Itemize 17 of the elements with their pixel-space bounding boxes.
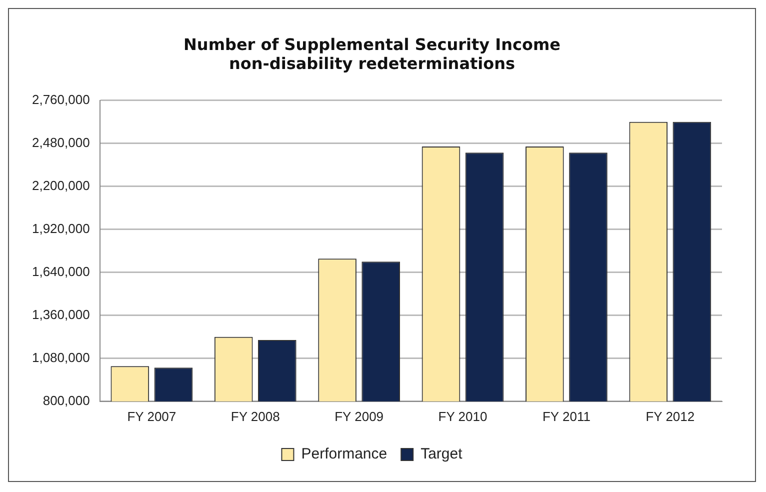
chart-title: Number of Supplemental Security Income non-disability redeterminations <box>184 34 561 73</box>
x-tick-label: FY 2012 <box>646 408 695 424</box>
y-tick-label: 800,000 <box>42 392 90 408</box>
y-tick-label: 1,920,000 <box>32 220 90 236</box>
x-tick-label: FY 2008 <box>230 408 280 424</box>
legend-label: Target <box>420 446 464 463</box>
y-tick-label: 1,640,000 <box>32 264 90 279</box>
x-tick-label: FY 2011 <box>542 408 590 424</box>
y-tick-label: 2,480,000 <box>32 134 90 150</box>
y-tick-label: 2,760,000 <box>32 92 90 107</box>
x-tick-label: FY 2007 <box>127 408 176 424</box>
x-tick-label: FY 2010 <box>438 408 488 424</box>
y-tick-label: 2,200,000 <box>32 178 90 193</box>
y-tick-label: 1,360,000 <box>32 306 90 322</box>
y-tick-label: 1,080,000 <box>32 350 90 365</box>
x-tick-label: FY 2009 <box>334 408 384 424</box>
legend-label: Performance <box>301 446 388 463</box>
